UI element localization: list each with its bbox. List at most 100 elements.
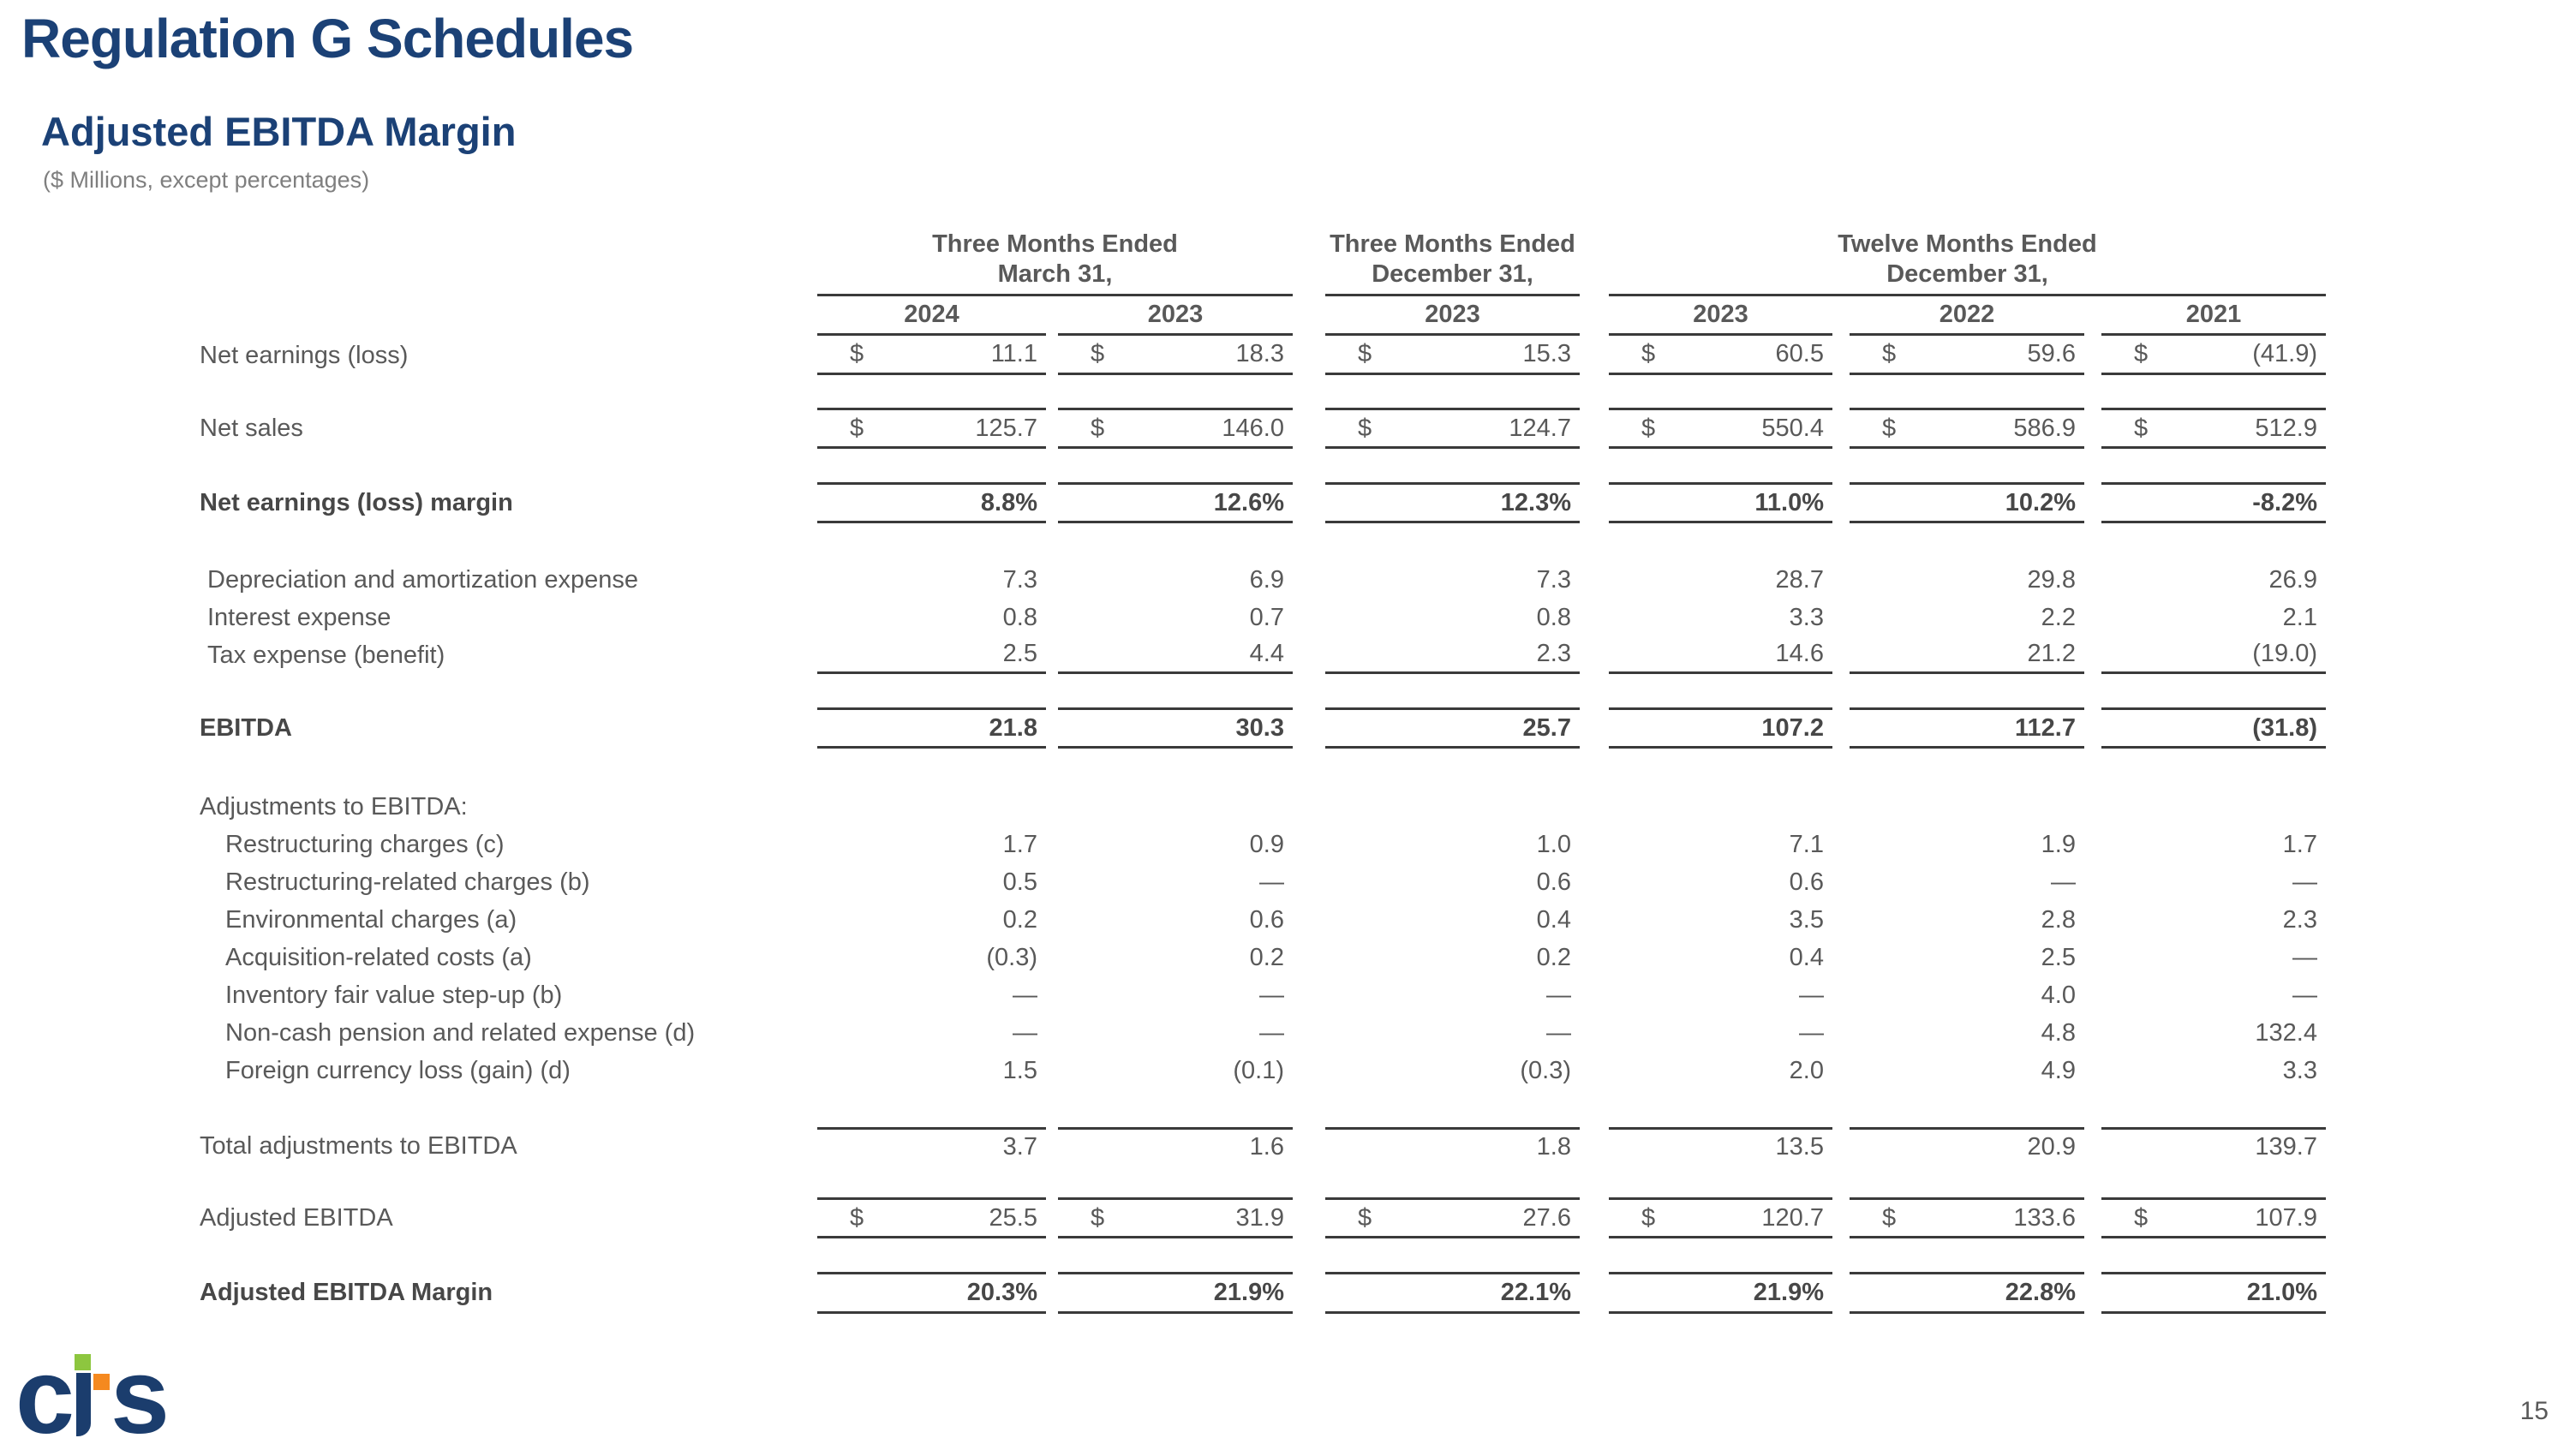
value-cell: 0.9 bbox=[1058, 826, 1293, 863]
row-label: Tax expense (benefit) bbox=[207, 641, 445, 669]
value-cell: 0.7 bbox=[1058, 599, 1293, 636]
column-group-twelve-months-december: Twelve Months Ended December 31, bbox=[1609, 230, 2326, 296]
cell-value: 21.2 bbox=[2027, 640, 2076, 667]
value-cell: $512.9 bbox=[2101, 408, 2326, 449]
cell-value: 0.4 bbox=[1536, 905, 1571, 934]
cell-value: 60.5 bbox=[1775, 340, 1824, 367]
value-cell: 3.3 bbox=[2101, 1052, 2326, 1089]
cell-value: 59.6 bbox=[2027, 340, 2076, 367]
cts-logo: c s bbox=[15, 1338, 170, 1456]
group-title-line1: Three Months Ended bbox=[932, 230, 1178, 258]
cell-value: 14.6 bbox=[1775, 640, 1824, 667]
cell-value: 21.8 bbox=[989, 713, 1037, 742]
value-cell: $31.9 bbox=[1058, 1197, 1293, 1238]
dollar-sign: $ bbox=[1641, 340, 1656, 367]
value-cell: 1.0 bbox=[1325, 826, 1580, 863]
column-group-three-months-december: Three Months Ended December 31, bbox=[1325, 230, 1580, 296]
value-cell: 4.4 bbox=[1058, 636, 1293, 674]
cell-value: 146.0 bbox=[1222, 414, 1284, 442]
value-cell: — bbox=[1325, 976, 1580, 1014]
value-cell: 2.0 bbox=[1609, 1052, 1832, 1089]
value-cell: 0.2 bbox=[1325, 939, 1580, 976]
page-number: 15 bbox=[2519, 1397, 2549, 1425]
cell-value: 1.9 bbox=[2041, 830, 2076, 858]
row-label: Acquisition-related costs (a) bbox=[225, 943, 532, 971]
cell-value: 0.9 bbox=[1249, 830, 1284, 858]
value-cell: -8.2% bbox=[2101, 482, 2326, 523]
value-cell: 0.2 bbox=[817, 901, 1046, 939]
cell-value: — bbox=[2292, 943, 2317, 971]
value-cell: 20.9 bbox=[1850, 1127, 2084, 1165]
dollar-sign: $ bbox=[1358, 414, 1372, 442]
value-cell: 0.4 bbox=[1609, 939, 1832, 976]
value-cell: — bbox=[817, 1014, 1046, 1052]
value-cell: — bbox=[1325, 1014, 1580, 1052]
dollar-sign: $ bbox=[2134, 1203, 2149, 1232]
cell-value: 112.7 bbox=[2015, 713, 2076, 742]
cell-value: 0.6 bbox=[1536, 868, 1571, 896]
value-cell: $15.3 bbox=[1325, 336, 1580, 375]
row-label: Inventory fair value step-up (b) bbox=[225, 981, 563, 1009]
cell-value: — bbox=[1799, 981, 1824, 1009]
cell-value: 4.8 bbox=[2041, 1018, 2076, 1047]
cell-value: 29.8 bbox=[2027, 565, 2076, 594]
value-cell: 28.7 bbox=[1609, 561, 1832, 599]
cell-value: 3.3 bbox=[1789, 603, 1824, 631]
cell-value: 0.8 bbox=[1002, 603, 1037, 631]
cell-value: 107.9 bbox=[2255, 1203, 2317, 1232]
value-cell: — bbox=[1058, 976, 1293, 1014]
cell-value: 21.9% bbox=[1213, 1279, 1284, 1306]
table-row-interest-expense: Interest expense 0.8 0.7 0.8 3.3 2.2 2.1 bbox=[0, 599, 2570, 636]
cell-value: 586.9 bbox=[2013, 414, 2076, 442]
dollar-sign: $ bbox=[1641, 414, 1656, 442]
value-cell: (0.3) bbox=[1325, 1052, 1580, 1089]
cell-value: 4.4 bbox=[1249, 640, 1284, 667]
logo-letter-t bbox=[74, 1354, 110, 1436]
page-title: Regulation G Schedules bbox=[21, 8, 634, 69]
value-cell: 8.8% bbox=[817, 482, 1046, 523]
value-cell: 21.2 bbox=[1850, 636, 2084, 674]
cell-value: 124.7 bbox=[1509, 414, 1571, 442]
value-cell: — bbox=[2101, 976, 2326, 1014]
value-cell: $124.7 bbox=[1325, 408, 1580, 449]
value-cell: — bbox=[2101, 939, 2326, 976]
cell-value: -8.2% bbox=[2252, 488, 2317, 516]
logo-letter-c: c bbox=[15, 1338, 75, 1456]
cell-value: 1.7 bbox=[1002, 830, 1037, 858]
cell-value: 20.3% bbox=[966, 1279, 1037, 1306]
value-cell: 29.8 bbox=[1850, 561, 2084, 599]
cell-value: 2.3 bbox=[1536, 640, 1571, 667]
value-cell: 2.3 bbox=[1325, 636, 1580, 674]
cell-value: 2.3 bbox=[2282, 905, 2317, 934]
cell-value: 139.7 bbox=[2255, 1133, 2317, 1161]
cell-value: 0.6 bbox=[1249, 905, 1284, 934]
cell-value: 26.9 bbox=[2268, 565, 2317, 594]
value-cell: 7.3 bbox=[817, 561, 1046, 599]
cell-value: (41.9) bbox=[2252, 340, 2317, 367]
value-cell: 1.6 bbox=[1058, 1127, 1293, 1165]
value-cell: 21.9% bbox=[1058, 1272, 1293, 1314]
cell-value: 28.7 bbox=[1775, 565, 1824, 594]
table-row-restructuring-charges: Restructuring charges (c) 1.7 0.9 1.0 7.1 1.9… bbox=[0, 826, 2570, 863]
value-cell: 6.9 bbox=[1058, 561, 1293, 599]
value-cell: (0.3) bbox=[817, 939, 1046, 976]
value-cell: $586.9 bbox=[1850, 408, 2084, 449]
value-cell: 0.2 bbox=[1058, 939, 1293, 976]
cell-value: 2.2 bbox=[2041, 603, 2076, 631]
year-column-header: 2024 bbox=[817, 296, 1046, 336]
value-cell: 2.5 bbox=[817, 636, 1046, 674]
row-label: Net earnings (loss) margin bbox=[200, 488, 513, 516]
table-row-tax-expense: Tax expense (benefit) 2.5 4.4 2.3 14.6 21.2 (1… bbox=[0, 636, 2570, 674]
row-label: Adjusted EBITDA bbox=[200, 1203, 393, 1232]
dollar-sign: $ bbox=[850, 414, 864, 442]
value-cell: 1.5 bbox=[817, 1052, 1046, 1089]
cell-value: (19.0) bbox=[2252, 640, 2317, 667]
cell-value: 3.5 bbox=[1789, 905, 1824, 934]
row-label: Restructuring charges (c) bbox=[225, 830, 505, 858]
value-cell: 2.8 bbox=[1850, 901, 2084, 939]
value-cell: 0.5 bbox=[817, 863, 1046, 901]
row-label: Non-cash pension and related expense (d) bbox=[225, 1018, 696, 1047]
cell-value: (0.3) bbox=[1520, 1056, 1571, 1084]
value-cell: 22.1% bbox=[1325, 1272, 1580, 1314]
